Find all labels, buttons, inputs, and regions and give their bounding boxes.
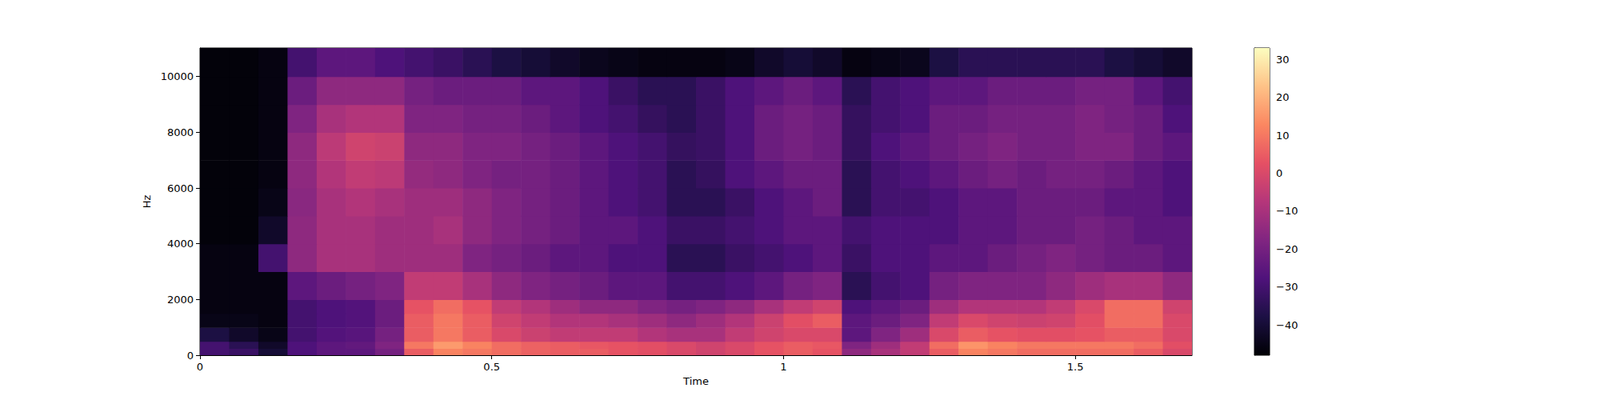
svg-text:2000: 2000: [167, 293, 194, 306]
svg-text:30: 30: [1276, 53, 1290, 66]
svg-text:4000: 4000: [167, 237, 194, 250]
svg-text:6000: 6000: [167, 182, 194, 195]
svg-text:8000: 8000: [167, 126, 194, 139]
svg-text:10000: 10000: [160, 70, 194, 83]
svg-text:−20: −20: [1276, 243, 1298, 256]
svg-text:1: 1: [780, 360, 787, 373]
svg-text:−10: −10: [1276, 204, 1298, 217]
svg-text:0.5: 0.5: [483, 360, 500, 373]
svg-text:1.5: 1.5: [1067, 360, 1084, 373]
svg-text:Hz: Hz: [140, 195, 153, 209]
svg-text:Time: Time: [682, 375, 709, 388]
svg-text:0: 0: [196, 360, 204, 373]
svg-text:−30: −30: [1276, 280, 1298, 293]
svg-text:0: 0: [187, 349, 194, 362]
svg-text:−40: −40: [1276, 319, 1298, 332]
svg-text:0: 0: [1276, 167, 1283, 180]
svg-text:20: 20: [1276, 91, 1290, 104]
svg-text:10: 10: [1276, 129, 1290, 142]
